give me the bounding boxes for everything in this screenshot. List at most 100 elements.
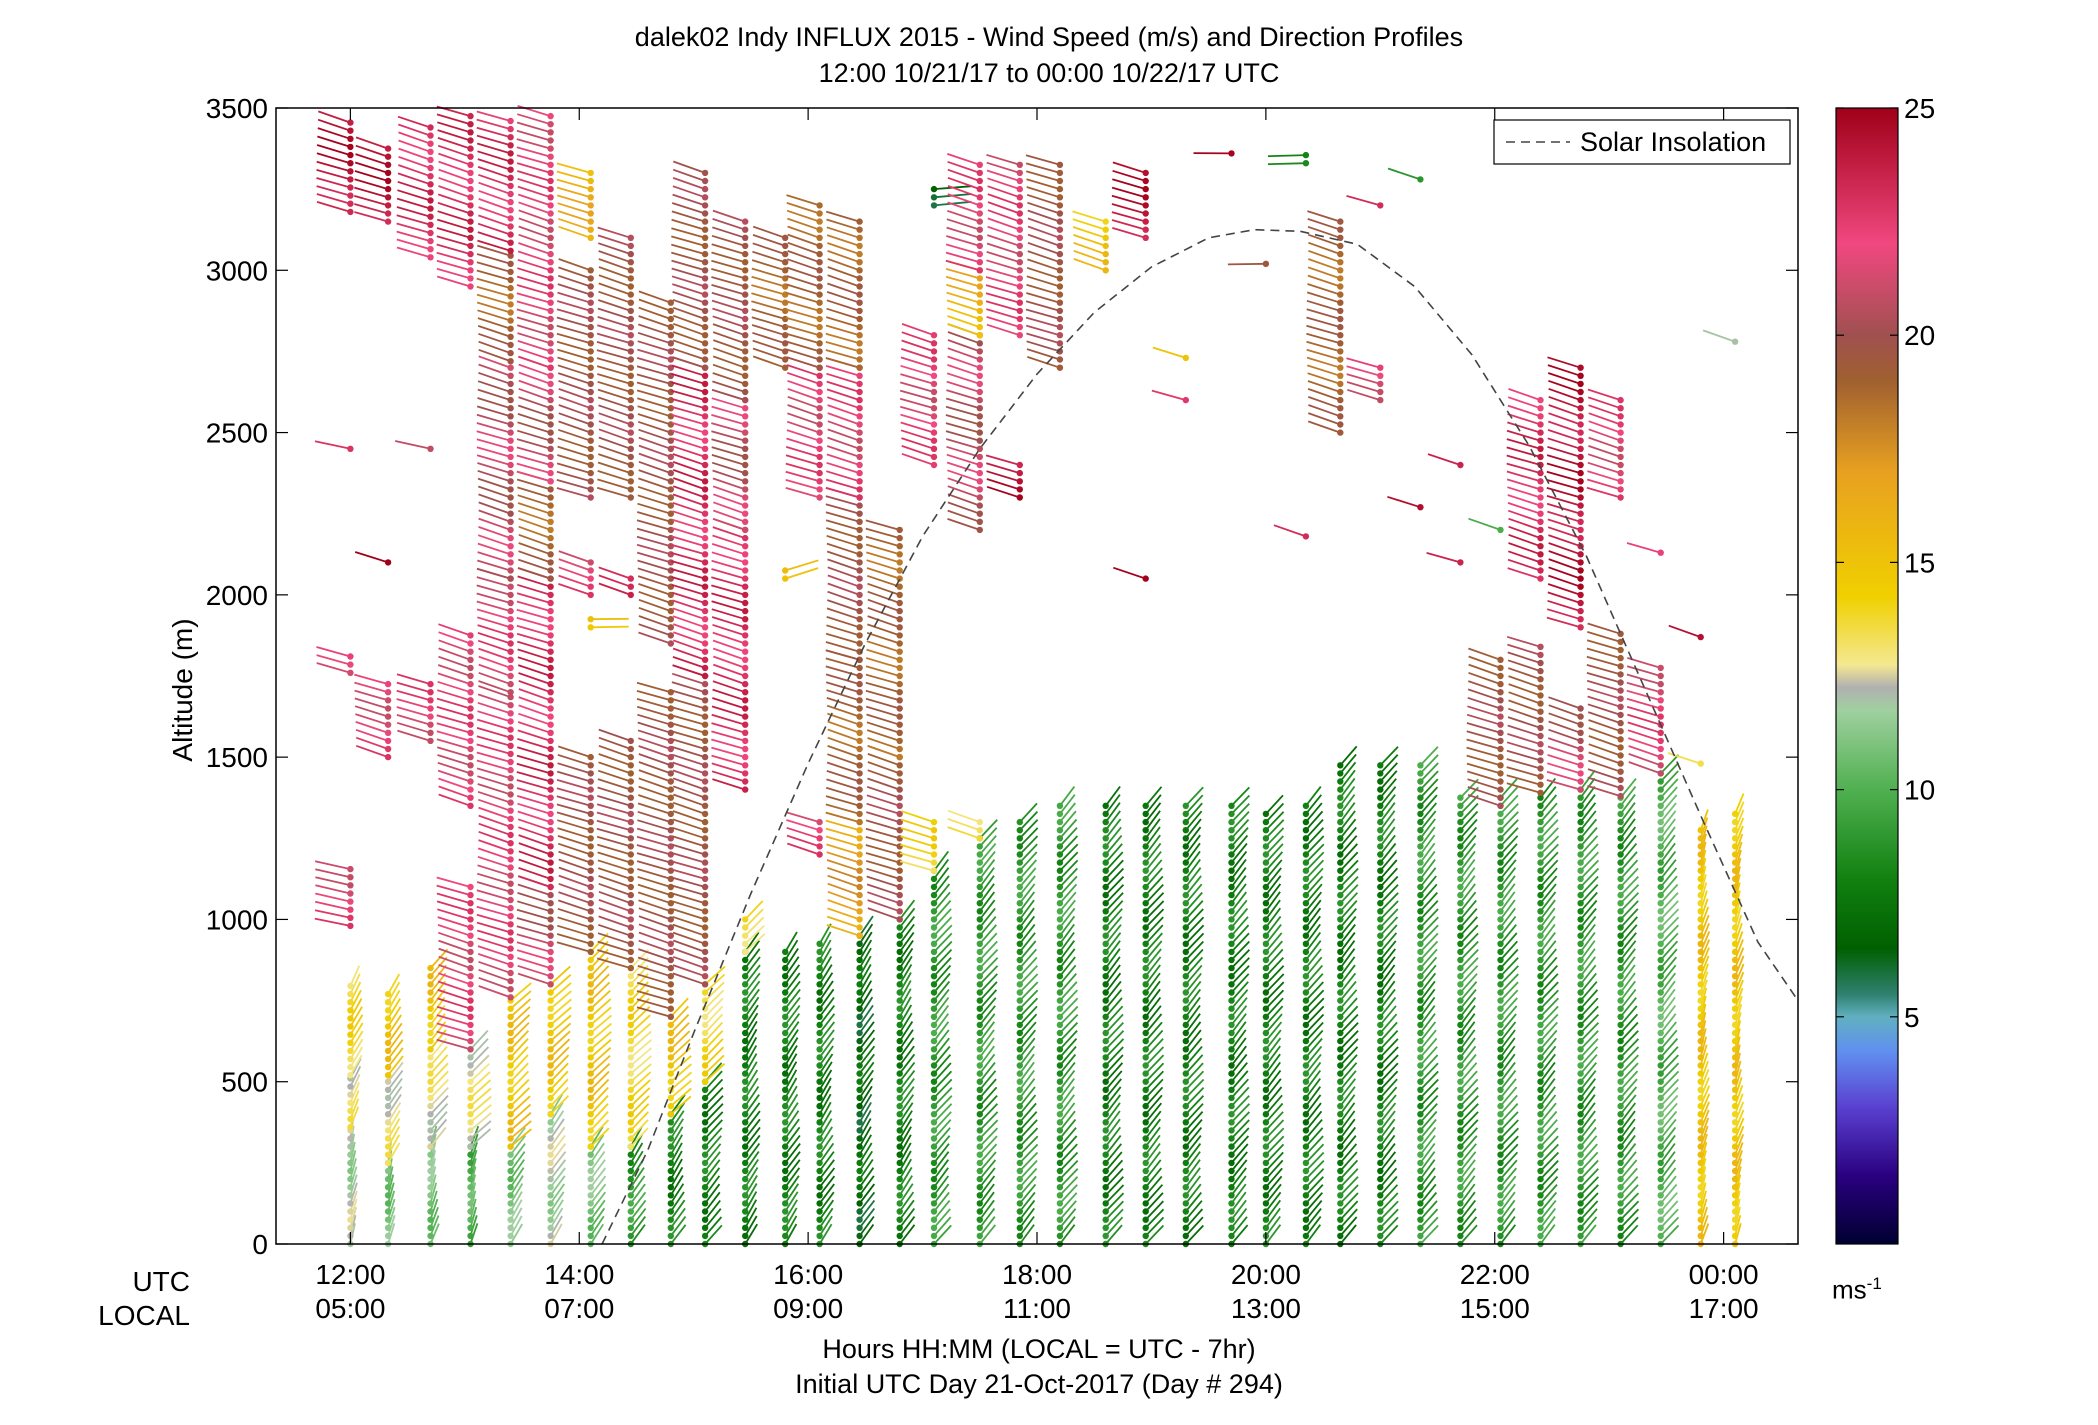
wind-barb [827,590,860,604]
wind-barb [945,251,981,264]
wind-barb [1019,948,1037,969]
wind-barb [672,777,706,791]
wind-barb-point [1056,851,1064,858]
wind-barb [1104,956,1121,977]
wind-barb [1185,1013,1201,1034]
wind-barb-point [742,1111,749,1118]
wind-barb-point [427,1013,434,1020]
wind-barb [516,746,551,758]
wind-barb-point [507,333,514,340]
wind-barb-point [427,205,434,212]
wind-barb [672,356,706,369]
wind-barb [1105,875,1125,896]
wind-barb-point [347,653,354,660]
wind-barb [436,706,471,718]
wind-barb-point [507,510,514,517]
wind-barb-point [742,218,749,225]
wind-barb-point [384,1072,392,1079]
wind-barb [672,306,706,320]
wind-barb-point [467,924,474,931]
wind-barb [898,1134,912,1156]
wind-barb [1305,818,1324,839]
wind-barb-point [930,396,938,404]
wind-barb [1019,891,1036,912]
wind-barb [1230,1119,1250,1140]
wind-barb [784,1199,798,1221]
wind-barb [671,235,706,247]
wind-barb-point [427,1119,434,1126]
wind-barb-point [930,372,938,379]
wind-barb [1185,1127,1203,1148]
wind-barb [1339,1168,1359,1188]
wind-barb-point [1377,997,1384,1004]
wind-barb-point [347,661,354,668]
wind-barb-point [976,291,983,298]
wind-barb [1144,1110,1162,1131]
wind-barb-point [976,964,983,972]
wind-barb-point [742,973,749,980]
wind-barb [712,485,746,499]
wind-barb [826,470,860,483]
wind-barb [712,778,746,791]
wind-barb [1019,973,1039,994]
wind-barb-point [896,956,903,964]
wind-barb [1059,973,1077,994]
wind-barb-point [547,283,554,290]
wind-barb-point [1337,356,1344,363]
wind-barb [1339,892,1359,912]
wind-barb-point [1182,1216,1190,1223]
wind-barb [1305,1143,1325,1164]
wind-barb [1419,1126,1437,1148]
wind-barb [671,591,706,604]
wind-barb-point [1497,1175,1504,1183]
wind-barb [516,300,551,312]
wind-barb-point [547,543,554,550]
wind-barb-point [1337,1037,1344,1045]
wind-barb-point [507,758,514,766]
wind-barb [1459,899,1477,920]
wind-barb [1104,1102,1121,1123]
wind-barb [518,217,551,231]
wind-barb [476,118,511,130]
wind-barb-point [427,1135,434,1142]
wind-barb-point [742,721,749,728]
wind-barb [557,202,591,215]
wind-barb-point [1457,875,1464,883]
wind-barb-point [1102,1224,1109,1232]
wind-barb [476,735,511,747]
wind-barb-point [1056,259,1064,266]
wind-barb-point [1016,1086,1023,1094]
wind-barb-point [547,900,554,907]
wind-barb [597,396,632,410]
wind-barb-point [547,1127,554,1134]
wind-barb-point [427,713,434,720]
wind-barb-point [1302,160,1310,167]
wind-barb [558,217,591,231]
wind-barb-point [742,948,749,956]
wind-barb-point [1142,932,1149,939]
wind-barb-point [467,656,474,663]
wind-barb [349,1214,357,1237]
wind-barb-point [1377,1062,1384,1069]
wind-barb-point [816,1184,823,1191]
wind-barb [711,259,746,272]
wind-barb [516,275,551,288]
wind-barb [898,1166,913,1188]
wind-barb-point [427,1062,434,1069]
wind-barb-point [507,125,514,133]
wind-barb-point [667,794,674,801]
wind-barb-point [627,948,634,956]
wind-barb-point [976,843,983,850]
wind-barb-point [587,1111,594,1118]
wind-barb [1145,940,1163,961]
wind-barb-point [1417,883,1424,891]
wind-barb [827,728,860,742]
wind-barb [744,1183,758,1204]
wind-barb-point [627,843,634,850]
wind-barb-point [1182,883,1190,891]
wind-barb [901,818,935,832]
wind-barb-point [667,989,674,996]
wind-barb-point [701,762,709,769]
wind-barb [979,891,996,912]
wind-barb-point [1262,908,1270,915]
